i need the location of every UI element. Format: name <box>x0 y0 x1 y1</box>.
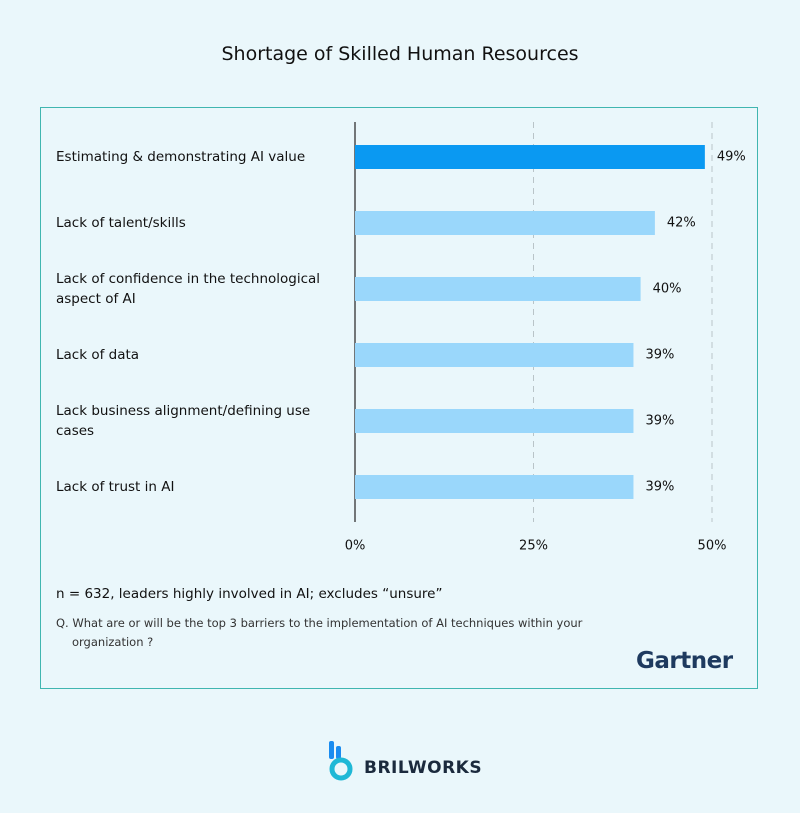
value-label: 39% <box>645 348 674 363</box>
category-label: Lack of confidence in the technological … <box>56 271 321 307</box>
value-label: 39% <box>645 414 674 429</box>
brand-logo <box>329 741 353 781</box>
brand-name: BRILWORKS <box>364 758 483 778</box>
bar <box>355 145 705 169</box>
value-label: 42% <box>667 216 696 231</box>
chart-panel <box>40 107 758 689</box>
category-label: Lack of data <box>56 347 140 363</box>
sample-note: n = 632, leaders highly involved in AI; … <box>56 586 443 602</box>
category-label: Lack business alignment/defining use cas… <box>56 403 311 439</box>
chart-title: Shortage of Skilled Human Resources <box>221 43 579 65</box>
value-label: 49% <box>717 150 746 165</box>
value-label: 39% <box>645 480 674 495</box>
category-label: Lack of trust in AI <box>56 479 175 495</box>
value-label: 40% <box>653 282 682 297</box>
x-tick-label: 25% <box>519 539 548 554</box>
survey-question: Q. What are or will be the top 3 barrier… <box>56 616 583 649</box>
category-label: Estimating & demonstrating AI value <box>56 149 306 165</box>
category-label: Lack of talent/skills <box>56 215 186 231</box>
bar <box>355 211 655 235</box>
bar <box>355 343 634 367</box>
bar <box>355 277 641 301</box>
x-tick-label: 50% <box>698 539 727 554</box>
bar <box>355 475 634 499</box>
x-tick-label: 0% <box>345 539 366 554</box>
bar <box>355 409 634 433</box>
source-logo: Gartner <box>636 648 733 674</box>
